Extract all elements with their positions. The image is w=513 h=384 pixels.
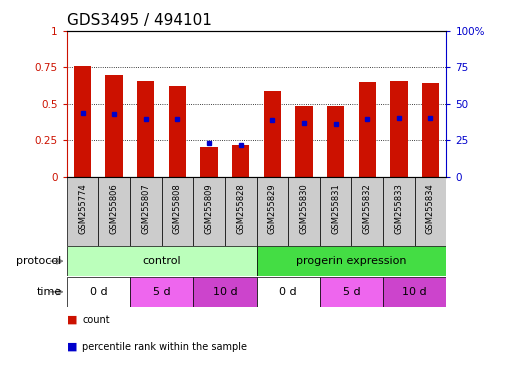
Text: GSM255830: GSM255830 bbox=[300, 184, 308, 234]
Bar bbox=[162, 177, 193, 246]
Bar bbox=[137, 81, 154, 177]
Text: GSM255831: GSM255831 bbox=[331, 184, 340, 234]
Text: count: count bbox=[82, 315, 110, 325]
Text: GSM255833: GSM255833 bbox=[394, 184, 403, 234]
Bar bbox=[264, 91, 281, 177]
Text: GSM255834: GSM255834 bbox=[426, 184, 435, 234]
Text: 10 d: 10 d bbox=[212, 287, 237, 297]
Text: ■: ■ bbox=[67, 315, 77, 325]
Bar bbox=[225, 177, 256, 246]
Text: 5 d: 5 d bbox=[343, 287, 360, 297]
Bar bbox=[106, 75, 123, 177]
Bar bbox=[232, 145, 249, 177]
Text: protocol: protocol bbox=[16, 256, 62, 266]
Text: GSM255809: GSM255809 bbox=[205, 184, 213, 234]
Text: GSM255807: GSM255807 bbox=[141, 184, 150, 234]
Text: GSM255806: GSM255806 bbox=[110, 184, 119, 234]
Text: GSM255829: GSM255829 bbox=[268, 184, 277, 234]
Text: control: control bbox=[142, 256, 181, 266]
Text: GSM255774: GSM255774 bbox=[78, 184, 87, 234]
Text: percentile rank within the sample: percentile rank within the sample bbox=[82, 342, 247, 352]
Text: time: time bbox=[36, 287, 62, 297]
Bar bbox=[320, 177, 351, 246]
Bar bbox=[256, 177, 288, 246]
Bar bbox=[67, 247, 256, 276]
Bar bbox=[288, 177, 320, 246]
Bar bbox=[415, 177, 446, 246]
Bar bbox=[130, 277, 193, 306]
Bar bbox=[193, 277, 256, 306]
Bar bbox=[351, 177, 383, 246]
Bar bbox=[256, 247, 446, 276]
Text: GSM255808: GSM255808 bbox=[173, 184, 182, 234]
Bar bbox=[193, 177, 225, 246]
Bar bbox=[67, 277, 130, 306]
Text: progerin expression: progerin expression bbox=[296, 256, 407, 266]
Bar bbox=[422, 83, 439, 177]
Text: ■: ■ bbox=[67, 342, 77, 352]
Text: 10 d: 10 d bbox=[402, 287, 427, 297]
Bar bbox=[169, 86, 186, 177]
Text: GSM255832: GSM255832 bbox=[363, 184, 372, 234]
Text: GSM255828: GSM255828 bbox=[236, 184, 245, 234]
Bar bbox=[383, 277, 446, 306]
Text: GDS3495 / 494101: GDS3495 / 494101 bbox=[67, 13, 211, 28]
Bar bbox=[74, 66, 91, 177]
Bar bbox=[295, 106, 312, 177]
Bar bbox=[130, 177, 162, 246]
Bar bbox=[383, 177, 415, 246]
Bar bbox=[256, 277, 320, 306]
Bar bbox=[390, 81, 407, 177]
Bar bbox=[201, 147, 218, 177]
Bar bbox=[320, 277, 383, 306]
Bar bbox=[359, 82, 376, 177]
Bar bbox=[327, 106, 344, 177]
Bar bbox=[98, 177, 130, 246]
Bar bbox=[67, 177, 98, 246]
Text: 0 d: 0 d bbox=[279, 287, 297, 297]
Text: 5 d: 5 d bbox=[153, 287, 170, 297]
Text: 0 d: 0 d bbox=[89, 287, 107, 297]
